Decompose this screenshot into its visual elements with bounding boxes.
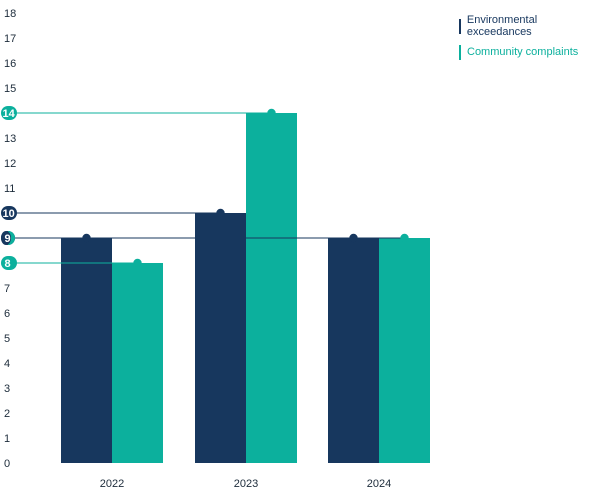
legend-item-community: Community complaints — [459, 44, 595, 60]
value-marker-dot — [82, 233, 91, 243]
x-axis: 2022 2023 2024 — [100, 478, 391, 490]
y-tick-label-highlighted: 10 — [3, 208, 15, 220]
y-tick-label: 6 — [4, 308, 10, 320]
bar-2022-community — [112, 263, 163, 463]
bar-2023-community — [246, 113, 297, 463]
value-marker-dot — [349, 233, 358, 243]
y-tick-label: 18 — [4, 8, 16, 20]
y-tick-badge: 14 — [1, 106, 17, 120]
y-tick-label: 12 — [4, 158, 16, 170]
y-tick-label: 7 — [4, 283, 10, 295]
value-marker-dot — [267, 108, 276, 118]
x-tick-label: 2022 — [100, 478, 124, 490]
bar-2024-community — [379, 238, 430, 463]
x-tick-label: 2024 — [367, 478, 391, 490]
value-marker-dot — [400, 233, 409, 243]
y-tick-label: 3 — [4, 383, 10, 395]
y-tick-label: 15 — [4, 83, 16, 95]
y-tick-label: 2 — [4, 408, 10, 420]
y-tick-label-highlighted: 14 — [3, 108, 16, 120]
y-tick-badge: 10 — [1, 206, 17, 220]
legend-item-environmental: Environmental exceedances — [459, 14, 595, 38]
value-marker-dot — [133, 258, 142, 268]
legend: Environmental exceedances Community comp… — [459, 14, 595, 70]
legend-swatch-environmental — [459, 18, 461, 34]
y-tick-label: 16 — [4, 58, 16, 70]
y-tick-label: 11 — [4, 183, 15, 195]
bar-2022-environmental — [61, 238, 112, 463]
x-tick-label: 2023 — [234, 478, 258, 490]
y-tick-label-highlighted: 9 — [5, 233, 11, 245]
bar-2023-environmental — [195, 213, 246, 463]
y-tick-label: 13 — [4, 133, 16, 145]
y-tick-label: 17 — [4, 33, 16, 45]
legend-label-community: Community complaints — [467, 46, 579, 58]
y-tick-label-highlighted: 8 — [5, 258, 11, 270]
legend-swatch-community — [459, 44, 461, 60]
y-tick-label: 1 — [4, 433, 10, 445]
bar-2024-environmental — [328, 238, 379, 463]
y-tick-label: 5 — [4, 333, 10, 345]
value-marker-dot — [216, 208, 225, 218]
bars-layer — [61, 113, 430, 463]
y-tick-label: 0 — [4, 458, 10, 470]
marker-lines-layer — [10, 108, 409, 268]
y-tick-badge: 9 — [1, 231, 15, 245]
y-tick-badge: 8 — [1, 256, 17, 270]
y-tick-label: 4 — [4, 358, 10, 370]
legend-label-environmental: Environmental exceedances — [466, 14, 538, 38]
